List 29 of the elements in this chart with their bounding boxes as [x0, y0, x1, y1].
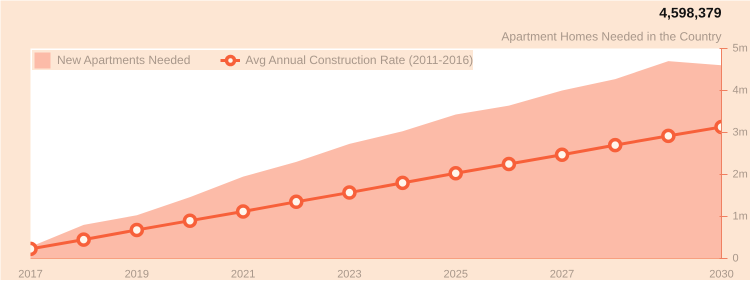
x-tick-label: 2017 [18, 268, 43, 280]
point [289, 194, 304, 210]
x-tick-label: 2025 [443, 268, 468, 280]
y-tick-label: 2m [732, 168, 748, 180]
x-tick-label: 2027 [550, 268, 574, 280]
legend-label: New Apartments Needed [57, 53, 190, 67]
point [502, 156, 516, 172]
y-tick-label: 5m [732, 42, 748, 54]
text: Apartment Homes Needed in the Country [501, 30, 722, 44]
y-tick-label: 1m [732, 210, 748, 222]
text: 4,598,379 [659, 4, 722, 20]
point [395, 176, 410, 190]
legend-label: Avg Annual Construction Rate (2011-2016) [245, 53, 474, 67]
y-tick-label: 3m [732, 126, 748, 138]
point [76, 232, 91, 247]
point [130, 222, 144, 238]
x-tick-label: 2019 [124, 268, 150, 280]
point [342, 185, 357, 200]
x-tick-label: 2021 [230, 268, 256, 280]
point [182, 213, 198, 228]
point [661, 128, 676, 144]
x-tick-label: 2023 [337, 268, 362, 280]
point [554, 148, 570, 162]
y-tick-label: 4m [732, 84, 748, 96]
point [608, 138, 622, 152]
point [236, 204, 250, 219]
x-tick-label: 2030 [709, 268, 734, 280]
point [448, 166, 463, 180]
y-tick-label: 0 [732, 252, 739, 264]
